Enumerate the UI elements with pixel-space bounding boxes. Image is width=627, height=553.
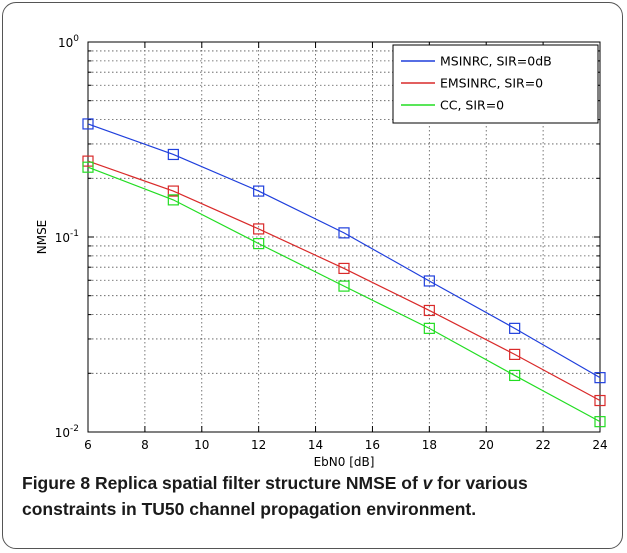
data-point-marker xyxy=(423,322,435,334)
y-tick-label: 10-1 xyxy=(55,229,79,245)
legend-label: EMSINRC, SIR=0 xyxy=(440,76,543,91)
axes-box xyxy=(87,41,601,433)
x-tick-label: 14 xyxy=(308,438,323,452)
figure-label: Figure 8 xyxy=(22,473,91,493)
series-line-0 xyxy=(87,123,601,379)
data-point-marker xyxy=(338,227,350,239)
x-tick-label: 18 xyxy=(422,438,437,452)
x-tick-label: 6 xyxy=(84,438,92,452)
data-point-marker xyxy=(509,369,521,382)
data-point-marker xyxy=(338,280,350,292)
x-tick-label: 24 xyxy=(592,438,607,452)
x-axis-label: EbN0 [dB] xyxy=(314,455,375,469)
data-point-marker xyxy=(594,394,606,407)
data-point-marker xyxy=(509,348,521,361)
data-point-marker xyxy=(167,185,179,197)
data-point-marker xyxy=(167,148,179,161)
data-point-marker xyxy=(594,372,606,384)
data-point-marker xyxy=(253,238,265,250)
data-point-marker xyxy=(594,416,606,428)
caption-text-after: for various constraints in TU50 channel … xyxy=(22,473,528,519)
data-point-marker xyxy=(167,194,179,206)
data-point-marker xyxy=(509,322,521,334)
data-point-marker xyxy=(423,275,435,287)
data-point-marker xyxy=(82,155,94,167)
data-point-marker xyxy=(253,185,265,197)
nmse-chart: 6 8 10 12 14 16 18 20 22 24 10-2 10-1 100 EbN0 [dB] NM… xyxy=(35,34,608,469)
data-point-marker xyxy=(423,304,435,317)
caption-variable: v xyxy=(422,473,433,493)
data-point-marker xyxy=(82,161,94,173)
y-tick-label: 10-2 xyxy=(55,424,79,440)
caption-text-before: Replica spatial filter structure NMSE of xyxy=(90,473,423,493)
x-tick-label: 12 xyxy=(251,438,266,452)
series-line-2 xyxy=(87,166,601,423)
data-point-marker xyxy=(253,223,265,235)
x-tick-label: 20 xyxy=(479,438,494,452)
x-tick-label: 22 xyxy=(535,438,550,452)
legend-label: CC, SIR=0 xyxy=(440,98,504,113)
data-point-marker xyxy=(82,118,94,130)
legend-box xyxy=(392,44,599,124)
data-point-marker xyxy=(338,262,350,275)
y-axis-label: NMSE xyxy=(35,220,49,255)
x-tick-label: 8 xyxy=(141,438,149,452)
y-tick-label: 100 xyxy=(58,34,79,50)
x-tick-label: 10 xyxy=(194,438,209,452)
legend-label: MSINRC, SIR=0dB xyxy=(440,54,552,69)
figure-caption: Figure 8 Replica spatial filter structur… xyxy=(22,470,607,522)
x-tick-label: 16 xyxy=(365,438,380,452)
series-line-1 xyxy=(87,160,601,402)
